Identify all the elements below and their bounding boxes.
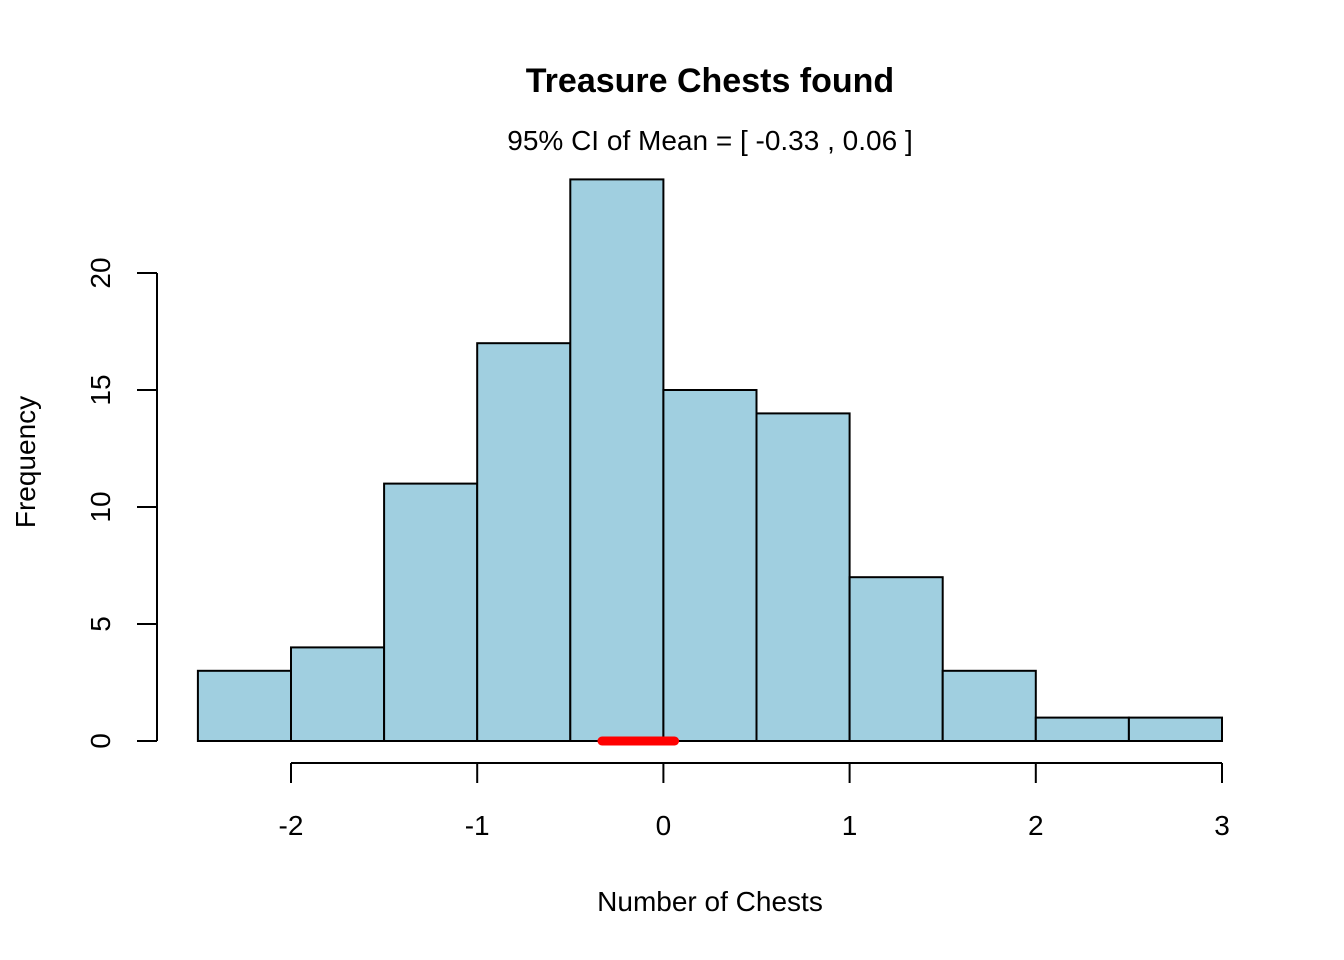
histogram-bar [1127, 716, 1224, 742]
histogram-bar [290, 646, 386, 743]
x-tick-label: -2 [279, 810, 304, 841]
x-axis-label: Number of Chests [597, 886, 823, 917]
x-tick-label: 1 [842, 810, 858, 841]
histogram-bar [196, 669, 292, 742]
y-axis-label: Frequency [10, 396, 41, 528]
y-tick-label: 0 [85, 733, 116, 749]
chart-title: Treasure Chests found [526, 62, 894, 100]
histogram-bar [383, 482, 479, 742]
histogram-bar [1034, 716, 1130, 742]
y-tick-label: 15 [85, 374, 116, 405]
histogram-bar [476, 342, 572, 742]
x-tick-label: -1 [465, 810, 490, 841]
histogram-bar [662, 389, 758, 742]
x-tick-label: 3 [1214, 810, 1230, 841]
x-tick-label: 0 [656, 810, 672, 841]
histogram-bar [755, 412, 851, 742]
chart-subtitle: 95% CI of Mean = [ -0.33 , 0.06 ] [507, 125, 912, 156]
histogram-bar [848, 576, 944, 743]
x-tick-label: 2 [1028, 810, 1044, 841]
y-tick-label: 5 [85, 616, 116, 632]
histogram-bar [569, 178, 665, 742]
histogram-bar [941, 669, 1037, 742]
y-tick-label: 10 [85, 491, 116, 522]
y-tick-label: 20 [85, 257, 116, 288]
